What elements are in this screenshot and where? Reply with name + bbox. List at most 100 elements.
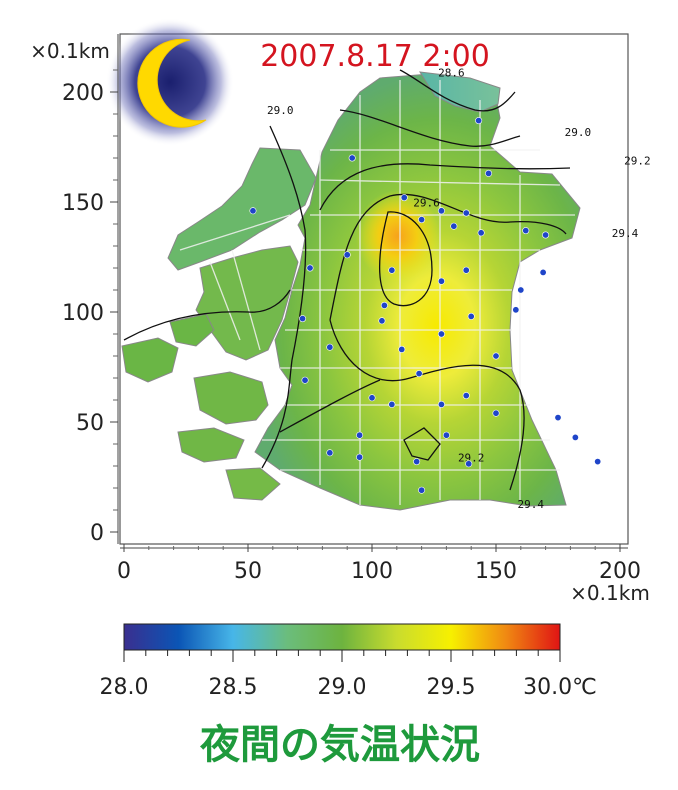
station-point <box>512 306 520 314</box>
station-point <box>442 431 450 439</box>
station-point <box>388 266 396 274</box>
contour-label: 29.2 <box>624 155 651 168</box>
station-point <box>343 251 351 259</box>
colorbar-ticks: 28.0 28.5 29.0 29.5 30.0℃ <box>100 650 597 700</box>
y-tick-label: 0 <box>90 521 104 546</box>
bay-island-3 <box>193 371 269 425</box>
bay-island-4 <box>177 427 245 463</box>
x-tick-label: 0 <box>117 559 131 584</box>
moon-icon <box>106 18 234 146</box>
colorbar-tick-label: 29.5 <box>427 675 476 700</box>
contour-28-6 <box>399 69 516 112</box>
station-point <box>437 207 445 215</box>
colorbar-tick-label: 30.0℃ <box>523 675 597 700</box>
station-point <box>415 370 423 378</box>
station-point <box>485 169 493 177</box>
contour-29-0-north <box>339 109 521 147</box>
station-point <box>249 207 257 215</box>
station-point <box>475 117 483 125</box>
timestamp: 2007.8.17 2:00 <box>260 39 490 74</box>
station-point <box>450 222 458 230</box>
contour-label: 29.0 <box>267 104 294 117</box>
x-axis: 0 50 100 150 200 <box>117 544 641 584</box>
contour-label: 29.4 <box>517 498 544 511</box>
contour-29-2-north <box>319 163 571 211</box>
station-point <box>522 227 530 235</box>
station-point <box>437 330 445 338</box>
y-axis-unit: ×0.1km <box>30 39 110 63</box>
x-axis-unit: ×0.1km <box>570 581 650 605</box>
x-tick-label: 100 <box>351 559 393 584</box>
contour-29-4 <box>329 193 567 321</box>
station-point <box>378 317 386 325</box>
contour-label: 29.6 <box>413 196 440 209</box>
station-point <box>462 209 470 217</box>
northwest-peninsula <box>167 147 317 271</box>
y-tick-label: 200 <box>62 81 104 106</box>
colorbar-tick-label: 28.0 <box>100 675 149 700</box>
station-point <box>380 301 388 309</box>
x-tick-label: 200 <box>599 559 641 584</box>
station-point <box>368 394 376 402</box>
contour-label: 29.2 <box>458 452 485 465</box>
x-tick-label: 150 <box>475 559 517 584</box>
station-point <box>398 345 406 353</box>
station-point <box>477 229 485 237</box>
x-tick-label: 50 <box>234 559 262 584</box>
observation-stations <box>249 117 602 494</box>
station-point <box>413 458 421 466</box>
station-point <box>467 312 475 320</box>
station-point <box>492 409 500 417</box>
station-point <box>462 266 470 274</box>
station-point <box>418 216 426 224</box>
y-tick-label: 100 <box>62 301 104 326</box>
station-point <box>418 486 426 494</box>
contour-label: 29.0 <box>565 126 592 139</box>
contour-west-lower <box>123 289 291 341</box>
contour-label: 28.6 <box>438 67 465 80</box>
hot-core <box>356 190 440 282</box>
station-point <box>437 400 445 408</box>
station-point <box>400 194 408 202</box>
contour-south-west <box>279 379 381 433</box>
colorbar-tick-label: 28.5 <box>209 675 258 700</box>
contour-29-2-loop <box>403 427 441 461</box>
station-point <box>542 231 550 239</box>
station-point <box>356 431 364 439</box>
isotherm-contours <box>123 69 571 491</box>
road-network <box>179 80 575 505</box>
station-point <box>388 400 396 408</box>
y-tick-label: 50 <box>76 411 104 436</box>
contour-label: 29.4 <box>612 227 639 240</box>
station-point <box>517 286 525 294</box>
contour-29-0-west <box>261 125 307 469</box>
y-tick-label: 150 <box>62 191 104 216</box>
contour-labels: 28.6 29.0 29.0 29.2 29.6 29.4 29.2 29.4 <box>267 67 651 511</box>
station-point <box>356 453 364 461</box>
station-point <box>571 433 579 441</box>
station-point <box>301 376 309 384</box>
station-point <box>492 352 500 360</box>
station-point <box>326 343 334 351</box>
station-point <box>299 315 307 323</box>
bay-island-5 <box>225 467 281 501</box>
station-point <box>306 264 314 272</box>
y-axis: 0 50 100 150 200 <box>62 34 119 546</box>
colorbar-tick-label: 29.0 <box>318 675 367 700</box>
colorbar <box>123 623 561 651</box>
station-point <box>348 154 356 162</box>
station-point <box>465 460 473 468</box>
station-point <box>437 277 445 285</box>
contour-29-6 <box>378 211 433 307</box>
station-point <box>326 449 334 457</box>
station-point <box>594 458 602 466</box>
port-island-2 <box>169 313 215 347</box>
contour-29-4-south <box>329 319 525 491</box>
port-island-1 <box>121 337 179 383</box>
main-landmass <box>254 73 581 511</box>
figure-caption: 夜間の気温状況 <box>199 722 480 768</box>
station-point <box>539 268 547 276</box>
station-point <box>554 414 562 422</box>
station-point <box>462 392 470 400</box>
